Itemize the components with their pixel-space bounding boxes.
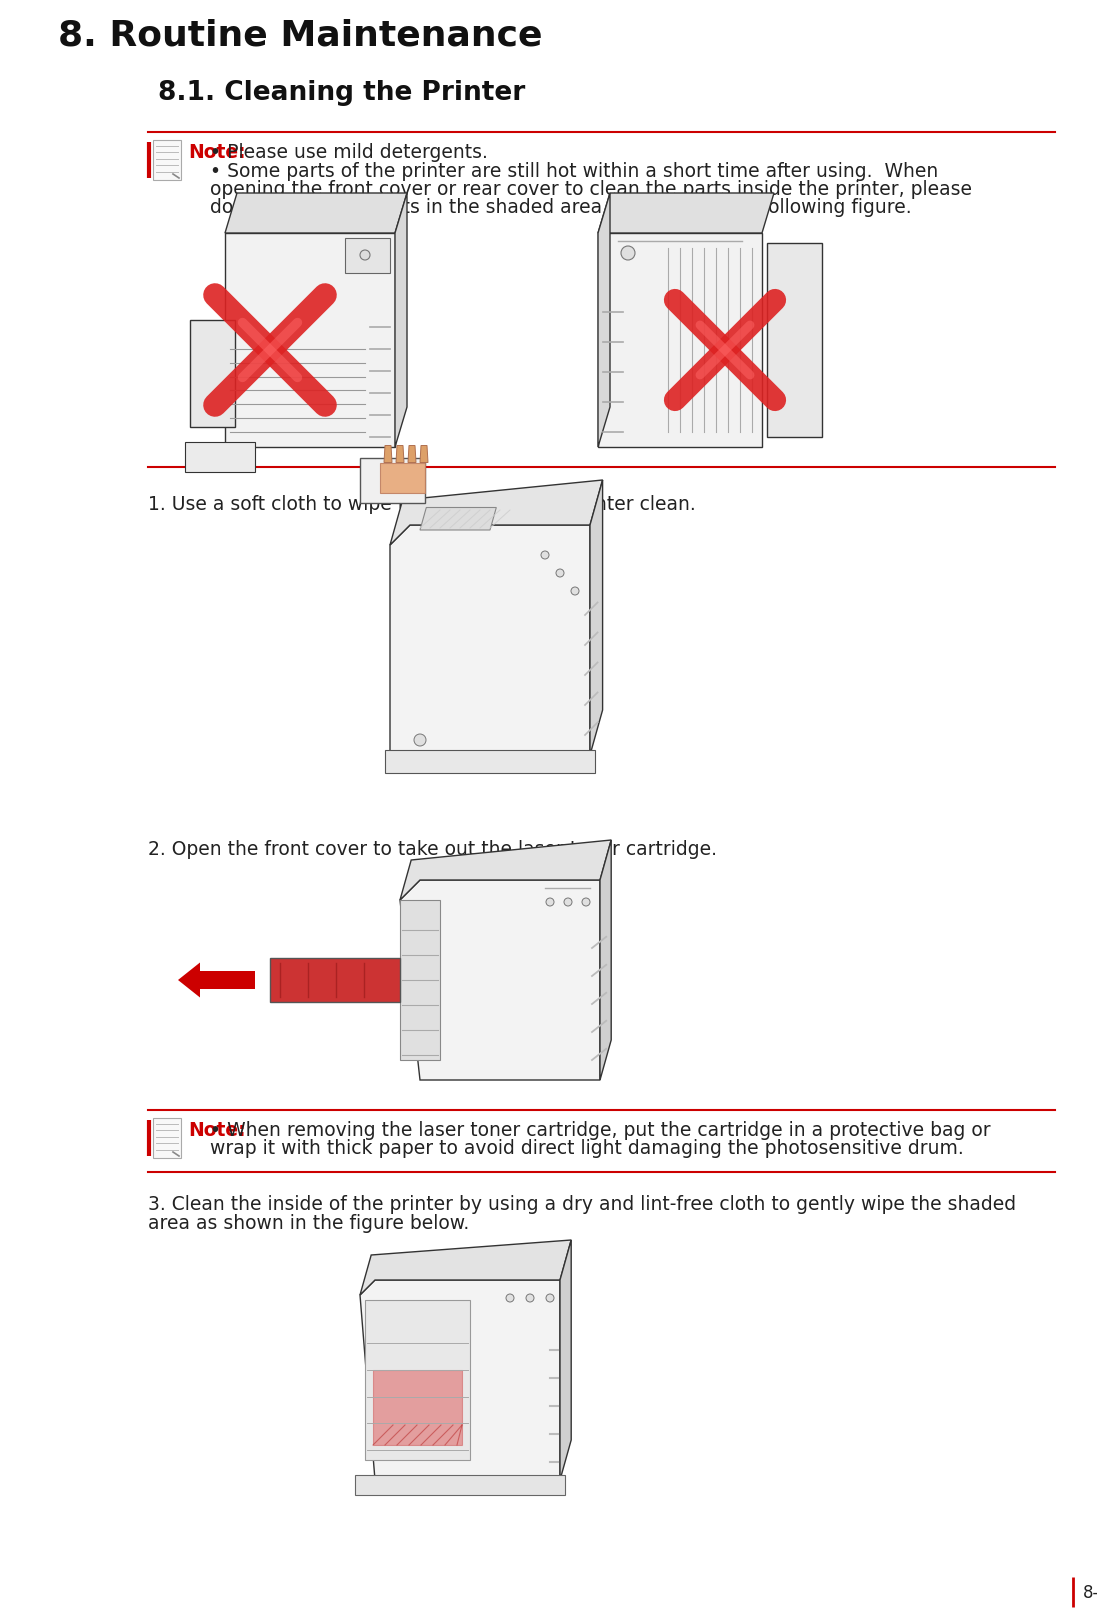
Text: • Please use mild detergents.: • Please use mild detergents. — [210, 143, 488, 163]
Text: area as shown in the figure below.: area as shown in the figure below. — [148, 1215, 470, 1232]
Polygon shape — [225, 233, 395, 447]
Circle shape — [572, 587, 579, 595]
Polygon shape — [391, 479, 602, 545]
Text: Note:: Note: — [188, 1121, 246, 1141]
Polygon shape — [408, 446, 416, 462]
Polygon shape — [600, 840, 611, 1080]
Polygon shape — [400, 840, 611, 899]
FancyBboxPatch shape — [152, 1118, 181, 1158]
Polygon shape — [598, 193, 610, 447]
Polygon shape — [360, 1241, 572, 1295]
Circle shape — [556, 570, 564, 578]
Circle shape — [546, 1294, 554, 1302]
Text: wrap it with thick paper to avoid direct light damaging the photosensitive drum.: wrap it with thick paper to avoid direct… — [210, 1139, 964, 1158]
Text: 3. Clean the inside of the printer by using a dry and lint-free cloth to gently : 3. Clean the inside of the printer by us… — [148, 1195, 1016, 1215]
Text: 8-2: 8-2 — [1083, 1583, 1097, 1603]
Polygon shape — [190, 320, 235, 426]
Polygon shape — [396, 446, 404, 462]
Text: • When removing the laser toner cartridge, put the cartridge in a protective bag: • When removing the laser toner cartridg… — [210, 1121, 991, 1141]
Text: 1. Use a soft cloth to wipe the outside of the printer clean.: 1. Use a soft cloth to wipe the outside … — [148, 496, 695, 513]
Text: 2. Open the front cover to take out the laser toner cartridge.: 2. Open the front cover to take out the … — [148, 840, 717, 859]
Polygon shape — [391, 525, 590, 755]
Polygon shape — [365, 1300, 470, 1459]
Polygon shape — [767, 243, 822, 438]
Polygon shape — [559, 1241, 572, 1480]
Polygon shape — [355, 1475, 565, 1495]
Polygon shape — [400, 880, 600, 1080]
Circle shape — [621, 246, 635, 261]
Polygon shape — [360, 1281, 559, 1480]
Circle shape — [564, 898, 572, 906]
Circle shape — [546, 898, 554, 906]
Text: Note:: Note: — [188, 143, 246, 163]
Polygon shape — [270, 957, 400, 1002]
Polygon shape — [420, 446, 428, 462]
Polygon shape — [598, 233, 762, 447]
Circle shape — [583, 898, 590, 906]
Polygon shape — [590, 479, 602, 755]
Text: do not touch the parts in the shaded area as shown in the following figure.: do not touch the parts in the shaded are… — [210, 198, 912, 217]
Polygon shape — [420, 507, 496, 529]
Polygon shape — [344, 238, 391, 274]
Polygon shape — [360, 457, 425, 502]
Polygon shape — [225, 193, 407, 233]
Circle shape — [360, 249, 370, 261]
Polygon shape — [385, 750, 595, 772]
Circle shape — [506, 1294, 514, 1302]
Text: • Some parts of the printer are still hot within a short time after using.  When: • Some parts of the printer are still ho… — [210, 163, 938, 180]
Polygon shape — [185, 442, 255, 471]
Circle shape — [525, 1294, 534, 1302]
Text: 8.1. Cleaning the Printer: 8.1. Cleaning the Printer — [158, 80, 525, 106]
FancyBboxPatch shape — [152, 140, 181, 180]
Polygon shape — [598, 193, 774, 233]
FancyArrow shape — [178, 962, 255, 998]
Circle shape — [541, 550, 548, 558]
Polygon shape — [400, 899, 440, 1060]
Polygon shape — [395, 193, 407, 447]
Text: 8. Routine Maintenance: 8. Routine Maintenance — [58, 18, 543, 51]
Text: opening the front cover or rear cover to clean the parts inside the printer, ple: opening the front cover or rear cover to… — [210, 180, 972, 200]
Polygon shape — [380, 462, 425, 492]
Polygon shape — [373, 1369, 462, 1445]
Circle shape — [414, 734, 426, 747]
Polygon shape — [384, 446, 392, 462]
